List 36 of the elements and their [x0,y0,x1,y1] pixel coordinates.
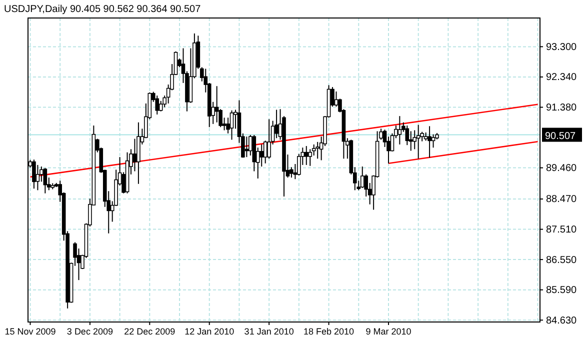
candlestick [398,116,402,145]
candlestick [32,159,36,190]
candlestick [431,134,436,148]
candlestick [304,146,308,166]
x-tick-label: 31 Jan 2010 [244,326,294,336]
y-tick-label: 92.340 [546,72,578,84]
x-tick-label: 22 Dec 2009 [124,326,176,336]
candlestick [316,141,320,160]
x-tick-label: 9 Mar 2010 [366,326,412,336]
ref-line-label: 90.507 [545,130,576,142]
x-tick-label: 3 Dec 2009 [66,326,113,336]
candlestick [428,126,432,158]
chart-title: USDJPY,Daily 90.405 90.562 90.364 90.507 [4,4,202,15]
y-tick-label: 89.460 [546,162,578,174]
y-tick-label: 93.300 [546,42,578,53]
x-tick-label: 12 Jan 2010 [184,326,234,336]
y-tick-label: 85.590 [546,285,578,296]
candlestick [36,164,40,191]
candlestick [416,124,420,160]
candlestick [43,168,48,194]
y-tick-label: 88.470 [546,194,578,206]
candlestick [334,90,338,108]
y-tick-label: 86.550 [546,254,578,266]
candlestick [360,166,364,188]
candlestick [263,140,268,164]
candlestick [132,138,137,172]
x-tick-label: 15 Nov 2009 [4,326,56,336]
candlestick [308,148,312,166]
candlestick [155,95,160,115]
y-tick-label: 84.630 [546,315,578,326]
candlestick [267,118,271,160]
x-tick-label: 18 Feb 2010 [304,326,354,336]
candlestick [230,110,234,140]
y-tick-label: 87.510 [546,224,578,236]
y-tick-label: 91.380 [546,102,578,114]
candlestick [260,144,264,168]
